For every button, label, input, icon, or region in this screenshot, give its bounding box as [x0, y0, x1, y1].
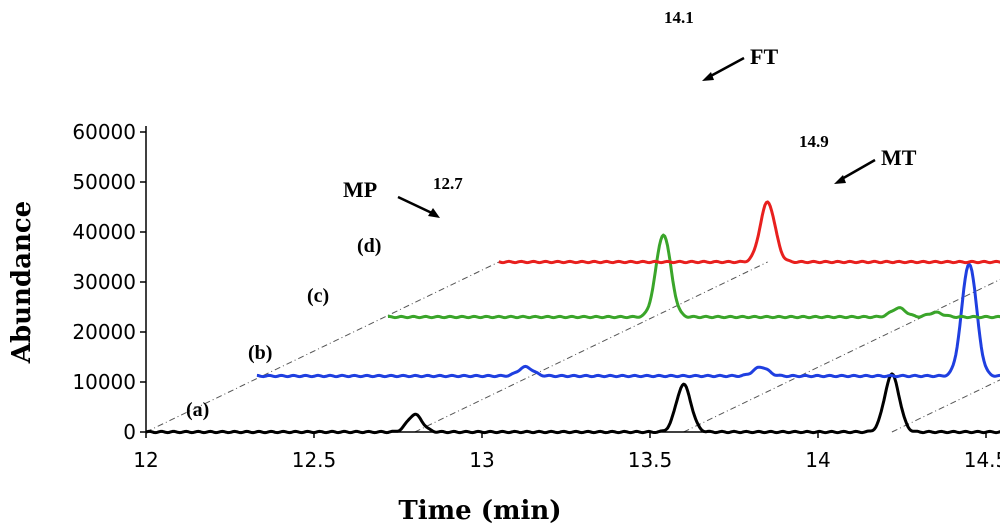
annotation-value-mp: 12.7 [433, 174, 463, 193]
trace-label-a: (a) [186, 399, 209, 421]
y-tick-label: 40000 [72, 220, 136, 244]
depth-guide-line [683, 278, 1000, 433]
annotation-value-ft: 14.1 [664, 8, 694, 27]
tick-layer: 0 10000 20000 30000 40000 50000 60000 12 12.5 13 1… [72, 120, 1000, 472]
depth-guide-line [891, 379, 1000, 433]
trace-label-d: (d) [357, 235, 381, 257]
trace-d [498, 200, 1000, 265]
trace-label-c: (c) [307, 285, 329, 307]
x-tick-label: 13 [469, 448, 494, 472]
y-axis-title: Abundance [7, 201, 37, 364]
y-tick-label: 30000 [72, 270, 136, 294]
arrow-mt [839, 158, 876, 182]
arrow-mp [397, 195, 435, 216]
arrowhead-ft [702, 72, 714, 81]
x-tick-label: 12.5 [292, 448, 337, 472]
x-tick-label: 14.5 [964, 448, 1000, 472]
axes [145, 126, 820, 433]
arrowhead-mp [428, 208, 440, 218]
annotation-value-mt: 14.9 [799, 132, 829, 151]
x-axis-title: Time (min) [398, 496, 561, 526]
annotation-label-mp: MP [343, 177, 377, 202]
x-tick-label: 12 [133, 448, 158, 472]
trace-b [256, 262, 1000, 379]
arrow-ft [706, 56, 745, 80]
y-tick-label: 10000 [72, 370, 136, 394]
depth-guide-line [145, 261, 500, 433]
y-tick-label: 50000 [72, 170, 136, 194]
y-tick-label: 60000 [72, 120, 136, 144]
annotation-label-mt: MT [881, 145, 917, 170]
annotation-label-ft: FT [750, 44, 778, 69]
arrowhead-mt [834, 175, 846, 184]
trace-layer [145, 200, 1000, 435]
trace-a [145, 372, 1000, 435]
depth-guide-line [414, 261, 768, 433]
x-tick-label: 13.5 [628, 448, 673, 472]
trace-label-b: (b) [248, 342, 272, 364]
y-tick-label: 20000 [72, 320, 136, 344]
x-tick-label: 14 [805, 448, 830, 472]
trace-c [387, 233, 1000, 320]
y-tick-label: 0 [123, 420, 136, 444]
annotations: 14.1 FT 14.9 MT 12.7 MP [343, 8, 917, 218]
depth-guide-lines [145, 261, 1000, 433]
